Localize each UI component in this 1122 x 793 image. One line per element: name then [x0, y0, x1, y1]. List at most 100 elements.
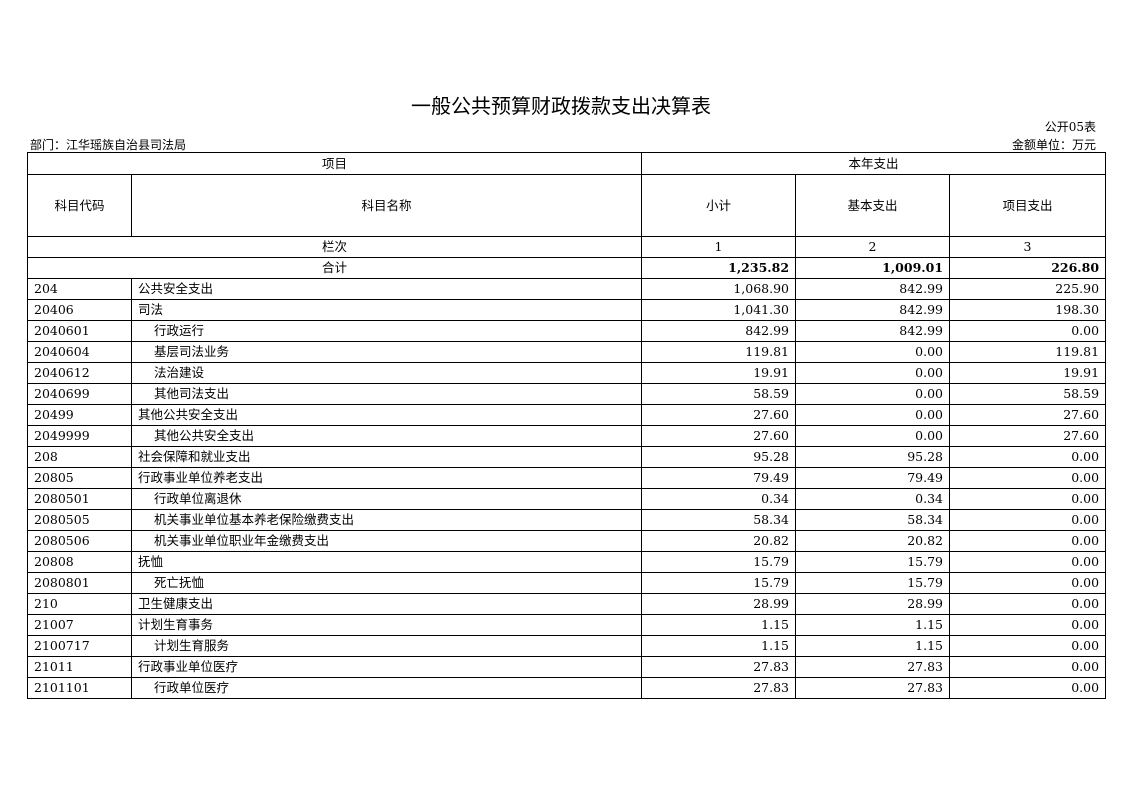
- cell-name: 司法: [130, 299, 643, 321]
- header-current-year: 本年支出: [641, 152, 1107, 175]
- cell-name: 其他公共安全支出: [130, 425, 643, 447]
- cell-basic: 842.99: [795, 278, 951, 300]
- cell-project: 0.00: [949, 551, 1107, 573]
- cell-name: 行政事业单位医疗: [130, 656, 643, 678]
- cell-basic: 28.99: [795, 593, 951, 615]
- header-basic: 基本支出: [795, 174, 951, 237]
- cell-project: 0.00: [949, 509, 1107, 531]
- cell-subtotal: 0.34: [641, 488, 797, 510]
- cell-basic: 842.99: [795, 299, 951, 321]
- cell-name: 基层司法业务: [130, 341, 643, 363]
- cell-project: 27.60: [949, 404, 1107, 426]
- table-row: 20499 其他公共安全支出 27.60 0.00 27.60: [27, 404, 1107, 426]
- cell-name: 行政运行: [130, 320, 643, 342]
- cell-name: 社会保障和就业支出: [130, 446, 643, 468]
- header-item: 项目: [26, 152, 643, 175]
- cell-project: 198.30: [949, 299, 1107, 321]
- cell-project: 0.00: [949, 593, 1107, 615]
- form-number: 公开05表: [1044, 120, 1096, 134]
- cell-subtotal: 1.15: [641, 635, 797, 657]
- table-row: 210 卫生健康支出 28.99 28.99 0.00: [27, 593, 1107, 615]
- column-number-2: 2: [795, 236, 951, 258]
- unit-label: 金额单位：万元: [1011, 138, 1096, 152]
- total-project: 226.80: [949, 257, 1107, 279]
- cell-subtotal: 15.79: [641, 572, 797, 594]
- cell-code: 21011: [27, 656, 132, 678]
- cell-project: 0.00: [949, 446, 1107, 468]
- header-subtotal: 小计: [641, 174, 797, 237]
- cell-project: 0.00: [949, 488, 1107, 510]
- cell-basic: 20.82: [795, 530, 951, 552]
- cell-subtotal: 1,068.90: [641, 278, 797, 300]
- cell-subtotal: 1,041.30: [641, 299, 797, 321]
- cell-code: 2080801: [27, 572, 132, 594]
- cell-name: 公共安全支出: [130, 278, 643, 300]
- cell-basic: 0.34: [795, 488, 951, 510]
- cell-basic: 1.15: [795, 635, 951, 657]
- header-project: 项目支出: [949, 174, 1107, 237]
- cell-basic: 27.83: [795, 656, 951, 678]
- header-row-2: 科目代码 科目名称 小计 基本支出 项目支出: [27, 174, 1107, 237]
- header-code: 科目代码: [27, 174, 132, 237]
- cell-code: 2080506: [27, 530, 132, 552]
- cell-subtotal: 15.79: [641, 551, 797, 573]
- cell-name: 机关事业单位基本养老保险缴费支出: [130, 509, 643, 531]
- header-name: 科目名称: [130, 174, 643, 237]
- column-number-label: 栏次: [26, 236, 643, 258]
- cell-basic: 0.00: [795, 425, 951, 447]
- cell-project: 119.81: [949, 341, 1107, 363]
- table-row: 20808 抚恤 15.79 15.79 0.00: [27, 551, 1107, 573]
- table-row: 21007 计划生育事务 1.15 1.15 0.00: [27, 614, 1107, 636]
- table-row: 204 公共安全支出 1,068.90 842.99 225.90: [27, 278, 1107, 300]
- cell-code: 2040612: [27, 362, 132, 384]
- cell-project: 0.00: [949, 614, 1107, 636]
- cell-subtotal: 1.15: [641, 614, 797, 636]
- column-number-3: 3: [949, 236, 1107, 258]
- column-number-row: 栏次 1 2 3: [26, 236, 1107, 258]
- cell-name: 法治建设: [130, 362, 643, 384]
- table-row: 2040604 基层司法业务 119.81 0.00 119.81: [27, 341, 1107, 363]
- table-row: 21011 行政事业单位医疗 27.83 27.83 0.00: [27, 656, 1107, 678]
- cell-subtotal: 19.91: [641, 362, 797, 384]
- cell-subtotal: 27.83: [641, 656, 797, 678]
- cell-subtotal: 20.82: [641, 530, 797, 552]
- cell-subtotal: 28.99: [641, 593, 797, 615]
- cell-code: 2080501: [27, 488, 132, 510]
- table-row: 2080505 机关事业单位基本养老保险缴费支出 58.34 58.34 0.00: [27, 509, 1107, 531]
- page-title: 一般公共预算财政拨款支出决算表: [411, 94, 711, 118]
- table-row: 2080801 死亡抚恤 15.79 15.79 0.00: [27, 572, 1107, 594]
- cell-code: 21007: [27, 614, 132, 636]
- cell-name: 抚恤: [130, 551, 643, 573]
- cell-name: 其他司法支出: [130, 383, 643, 405]
- cell-code: 20805: [27, 467, 132, 489]
- cell-code: 20808: [27, 551, 132, 573]
- cell-subtotal: 27.60: [641, 404, 797, 426]
- cell-code: 2101101: [27, 677, 132, 699]
- cell-basic: 58.34: [795, 509, 951, 531]
- table-row: 208 社会保障和就业支出 95.28 95.28 0.00: [27, 446, 1107, 468]
- cell-subtotal: 119.81: [641, 341, 797, 363]
- cell-basic: 95.28: [795, 446, 951, 468]
- cell-project: 0.00: [949, 635, 1107, 657]
- table-row: 2049999 其他公共安全支出 27.60 0.00 27.60: [27, 425, 1107, 447]
- total-label: 合计: [26, 257, 643, 279]
- cell-project: 0.00: [949, 320, 1107, 342]
- cell-basic: 0.00: [795, 341, 951, 363]
- cell-basic: 0.00: [795, 362, 951, 384]
- cell-basic: 0.00: [795, 383, 951, 405]
- cell-code: 208: [27, 446, 132, 468]
- cell-subtotal: 95.28: [641, 446, 797, 468]
- table-row: 2100717 计划生育服务 1.15 1.15 0.00: [27, 635, 1107, 657]
- cell-project: 0.00: [949, 530, 1107, 552]
- cell-project: 19.91: [949, 362, 1107, 384]
- total-subtotal: 1,235.82: [641, 257, 797, 279]
- cell-basic: 15.79: [795, 572, 951, 594]
- department-label: 部门：江华瑶族自治县司法局: [30, 138, 187, 152]
- cell-subtotal: 58.34: [641, 509, 797, 531]
- cell-project: 0.00: [949, 572, 1107, 594]
- cell-subtotal: 79.49: [641, 467, 797, 489]
- header-row-1: 项目 本年支出: [26, 152, 1107, 175]
- total-basic: 1,009.01: [795, 257, 951, 279]
- cell-name: 计划生育事务: [130, 614, 643, 636]
- cell-name: 计划生育服务: [130, 635, 643, 657]
